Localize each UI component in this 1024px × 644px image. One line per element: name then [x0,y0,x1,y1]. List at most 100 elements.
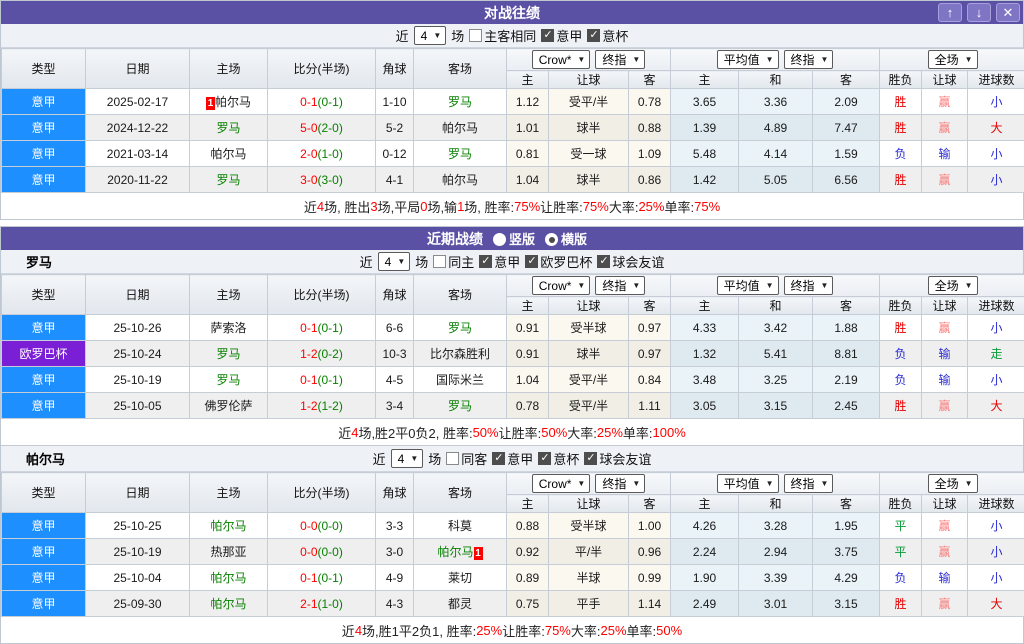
corner-count: 3-4 [376,393,414,419]
checkbox-unchecked-icon[interactable] [469,29,482,42]
filter-checkbox-同主[interactable]: 同主 [433,252,474,271]
checkbox-checked-icon[interactable] [479,255,492,268]
checkbox-label: 同主 [448,252,474,271]
match-count-select[interactable]: 4▼ [414,26,447,45]
summary-text: 4 [351,425,358,440]
h2h-summary: 近 4 场, 胜出 3 场,平局 0 场,输 1 场, 胜率: 75% 让胜率:… [1,193,1023,219]
team-name-cell: 莱切 [414,565,507,591]
odds-group-header: Crow*▼终指▼ [507,275,671,297]
filter-checkbox-欧罗巴杯[interactable]: 欧罗巴杯 [525,252,592,271]
filter-checkbox-意甲[interactable]: 意甲 [492,449,533,468]
corner-count: 0-12 [376,141,414,167]
odds-group-header: 平均值▼ 终指▼ [671,473,880,495]
team-name: 帕尔马 [210,597,246,611]
fulltime-score: 3-0 [300,173,317,187]
handicap-odds: 平/半 [549,539,629,565]
filter-checkbox-意甲[interactable]: 意甲 [541,26,582,45]
checkbox-checked-icon[interactable] [492,452,505,465]
handicap-odds: 受半球 [549,513,629,539]
checkbox-checked-icon[interactable] [525,255,538,268]
odds-source-select[interactable]: 全场▼ [928,50,978,69]
odds-source-select[interactable]: Crow*▼ [532,474,591,493]
checkbox-checked-icon[interactable] [587,29,600,42]
column-subheader: 主 [507,297,549,315]
odds-source-select[interactable]: 平均值▼ [717,50,779,69]
team-name-cell: 帕尔马 [190,591,268,617]
match-count-select[interactable]: 4▼ [391,449,424,468]
checkbox-unchecked-icon[interactable] [433,255,446,268]
radio-horizontal[interactable]: 横版 [545,229,597,248]
filter-checkbox-主客相同[interactable]: 主客相同 [469,26,536,45]
checkbox-checked-icon[interactable] [538,452,551,465]
checkbox-checked-icon[interactable] [541,29,554,42]
competition-badge: 意甲 [2,115,86,141]
filter-checkbox-意甲[interactable]: 意甲 [479,252,520,271]
average-odds: 1.95 [813,513,880,539]
radio-vertical[interactable]: 竖版 [493,229,545,248]
scroll-up-button[interactable]: ↑ [938,3,962,22]
match-count-select[interactable]: 4▼ [378,252,411,271]
handicap-odds: 0.78 [507,393,549,419]
odds-source-select[interactable]: 终指▼ [784,474,834,493]
corner-count: 3-3 [376,513,414,539]
result-flag: 负 [880,341,922,367]
filter-checkbox-意杯[interactable]: 意杯 [587,26,628,45]
column-subheader: 和 [739,297,813,315]
match-date: 25-10-05 [86,393,190,419]
fulltime-score: 0-0 [300,519,317,533]
odds-group-header: Crow*▼终指▼ [507,49,671,71]
odds-source-select[interactable]: 终指▼ [595,50,645,69]
column-header: 日期 [86,473,190,513]
handicap-odds: 0.97 [629,315,671,341]
close-icon[interactable]: ✕ [996,3,1020,22]
average-odds: 5.48 [671,141,739,167]
team-name: 热那亚 [210,545,246,559]
score-cell: 1-2(1-2) [268,393,376,419]
odds-source-select[interactable]: 平均值▼ [717,474,779,493]
handicap-odds: 0.75 [507,591,549,617]
chevron-down-icon: ▼ [397,257,405,266]
checkbox-label: 意杯 [602,26,628,45]
odds-source-select[interactable]: Crow*▼ [532,50,591,69]
column-subheader: 和 [739,71,813,89]
average-odds: 2.94 [739,539,813,565]
column-subheader: 让球 [922,71,968,89]
filter-checkbox-球会友谊[interactable]: 球会友谊 [597,252,664,271]
odds-source-select[interactable]: 全场▼ [928,276,978,295]
scroll-down-button[interactable]: ↓ [967,3,991,22]
checkbox-checked-icon[interactable] [597,255,610,268]
average-odds: 4.26 [671,513,739,539]
column-header: 角球 [376,49,414,89]
team-name: 罗马 [216,121,240,135]
odds-source-select[interactable]: 终指▼ [595,474,645,493]
result-flag: 胜 [880,89,922,115]
odds-source-select[interactable]: 终指▼ [784,276,834,295]
team-name-cell: 国际米兰 [414,367,507,393]
result-flag: 输 [922,341,968,367]
team-name: 帕尔马 [437,545,473,559]
result-flag: 输 [922,141,968,167]
checkbox-unchecked-icon[interactable] [446,452,459,465]
handicap-odds: 1.11 [629,393,671,419]
checkbox-checked-icon[interactable] [584,452,597,465]
filter-checkbox-球会友谊[interactable]: 球会友谊 [584,449,651,468]
filter-checkbox-同客[interactable]: 同客 [446,449,487,468]
odds-source-select[interactable]: Crow*▼ [532,276,591,295]
odds-source-select[interactable]: 平均值▼ [717,276,779,295]
competition-badge: 意甲 [2,315,86,341]
radio-vertical-icon[interactable] [493,233,506,246]
column-header: 客场 [414,275,507,315]
summary-text: 4 [317,199,324,214]
dropdown-value: 平均值 [724,475,760,492]
odds-source-select[interactable]: 终指▼ [784,50,834,69]
odds-source-select[interactable]: 全场▼ [928,474,978,493]
column-header: 类型 [2,473,86,513]
filter-checkbox-意杯[interactable]: 意杯 [538,449,579,468]
odds-source-select[interactable]: 终指▼ [595,276,645,295]
radio-horizontal-icon[interactable] [545,233,558,246]
summary-text: 1 [457,199,464,214]
handicap-odds: 1.14 [629,591,671,617]
